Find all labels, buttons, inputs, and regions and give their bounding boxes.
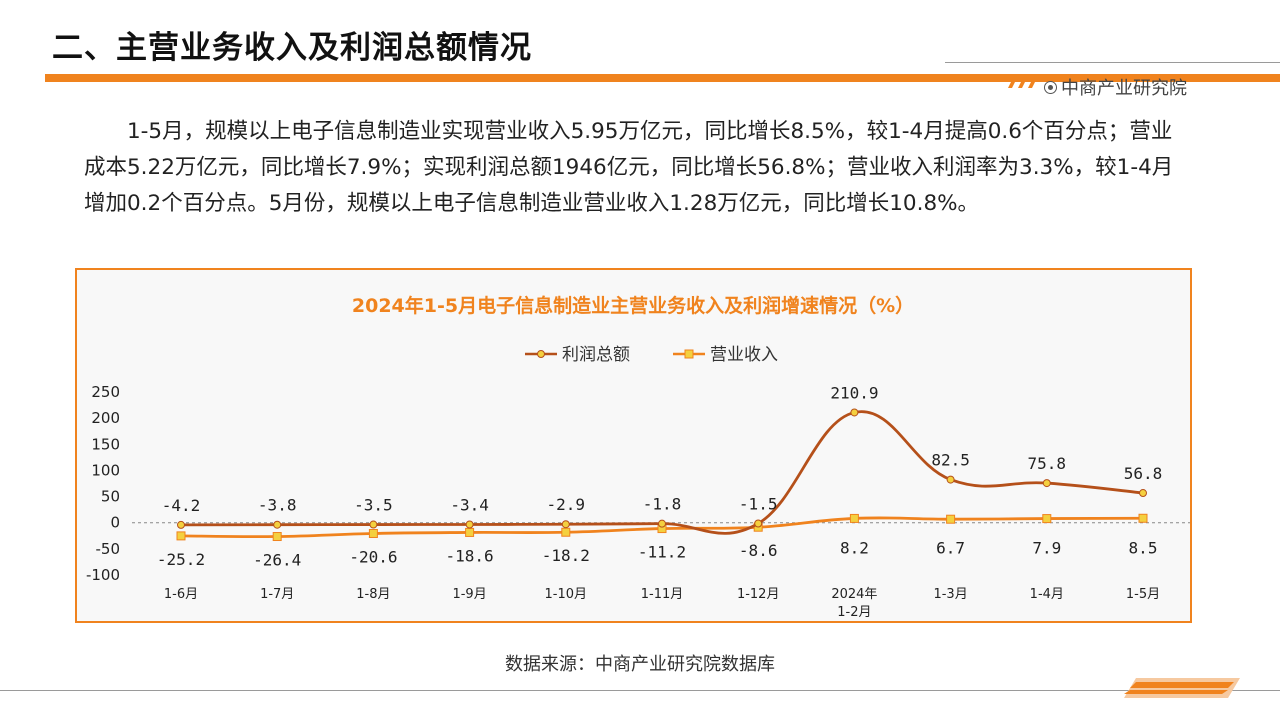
chart-container: 2024年1-5月电子信息制造业主营业务收入及利润增速情况（%） 利润总额 营业收入… (75, 268, 1192, 623)
x-tick-label: 1-12月 (737, 587, 780, 602)
data-point-0 (561, 527, 571, 537)
data-point-0 (849, 513, 859, 523)
data-point-0 (368, 528, 378, 538)
title-accent-bar (45, 74, 1280, 82)
footer-stripes-icon (1124, 678, 1240, 698)
brand-text: 中商产业研究院 (1061, 78, 1187, 99)
series-line-1 (180, 410, 1144, 535)
data-point-1 (946, 475, 955, 484)
page-title: 二、主营业务收入及利润总额情况 (52, 30, 532, 66)
data-label-1: -3.5 (354, 496, 393, 515)
x-tick-label: 1-3月 (933, 587, 967, 602)
data-point-0 (1042, 514, 1052, 524)
data-point-0 (1138, 513, 1148, 523)
data-label-0: -11.2 (638, 543, 686, 562)
legend-label-1: 营业收入 (710, 345, 778, 365)
data-point-1 (754, 519, 763, 528)
data-point-1 (369, 520, 378, 529)
data-point-0 (465, 527, 475, 537)
data-point-0 (272, 532, 282, 542)
x-tick-label: 1-8月 (356, 587, 390, 602)
data-point-1 (177, 520, 185, 529)
data-label-0: -26.4 (253, 551, 301, 570)
data-label-0: -20.6 (349, 547, 397, 566)
x-tick-label: 1-11月 (641, 587, 684, 602)
x-tick-label: 1-4月 (1030, 587, 1064, 602)
data-point-1 (850, 408, 859, 417)
y-tick-label: 100 (91, 461, 120, 479)
x-tick-label: 1-7月 (260, 587, 294, 602)
data-label-1: -3.8 (258, 496, 297, 515)
x-tick-label: 1-9月 (452, 587, 486, 602)
data-point-0 (176, 531, 186, 541)
x-tick-label: 1-10月 (545, 587, 588, 602)
data-source: 数据来源：中商产业研究院数据库 (505, 654, 775, 675)
x-tick-label: 1-5月 (1126, 587, 1160, 602)
data-label-0: -8.6 (739, 541, 778, 560)
data-label-1: -2.9 (547, 495, 586, 514)
x-tick-label: 1-2月 (837, 605, 871, 620)
data-label-1: -4.2 (162, 496, 201, 515)
data-point-1 (658, 519, 666, 528)
data-label-1: -1.5 (739, 494, 778, 513)
x-tick-label: 1-6月 (164, 587, 198, 602)
data-point-1 (273, 520, 282, 529)
header-divider (945, 62, 1280, 63)
data-label-0: 7.9 (1032, 539, 1061, 558)
data-point-1 (1139, 489, 1147, 498)
data-label-0: 6.7 (936, 539, 965, 558)
y-tick-label: 150 (91, 435, 120, 453)
summary-paragraph: 1-5月，规模以上电子信息制造业实现营业收入5.95万亿元，同比增长8.5%，较… (84, 119, 1174, 216)
data-label-0: 8.5 (1129, 539, 1158, 558)
y-tick-label: 0 (110, 514, 120, 532)
data-label-0: 8.2 (840, 539, 869, 558)
legend-marker-1 (684, 349, 694, 359)
data-label-1: 82.5 (931, 451, 970, 470)
data-label-1: -1.8 (643, 495, 682, 514)
data-point-1 (465, 520, 474, 529)
data-label-0: -18.2 (542, 546, 590, 565)
data-label-1: -3.4 (450, 495, 489, 514)
y-tick-label: 250 (91, 383, 120, 401)
target-icon (1044, 80, 1057, 94)
data-label-1: 210.9 (830, 383, 878, 402)
x-tick-label: 2024年 (831, 587, 877, 602)
data-label-0: -18.6 (446, 546, 494, 565)
data-point-1 (561, 520, 570, 529)
data-label-0: -25.2 (157, 550, 205, 569)
y-tick-label: 200 (91, 409, 120, 427)
footer-divider (0, 690, 1280, 691)
data-point-0 (946, 514, 956, 524)
y-tick-label: 50 (101, 488, 120, 506)
legend-label-0: 利润总额 (562, 345, 630, 365)
brand-label: 中商产业研究院 (1044, 74, 1187, 100)
y-tick-label: -100 (86, 566, 120, 584)
legend-marker-0 (537, 350, 545, 358)
stripes-icon (1008, 76, 1036, 88)
data-point-1 (1042, 479, 1051, 488)
growth-line-chart: 2024年1-5月电子信息制造业主营业务收入及利润增速情况（%） 利润总额 营业收入… (86, 294, 1190, 620)
y-tick-label: -50 (96, 540, 121, 558)
data-label-1: 56.8 (1124, 464, 1163, 483)
data-label-1: 75.8 (1028, 454, 1067, 473)
chart-title: 2024年1-5月电子信息制造业主营业务收入及利润增速情况（%） (352, 294, 914, 317)
